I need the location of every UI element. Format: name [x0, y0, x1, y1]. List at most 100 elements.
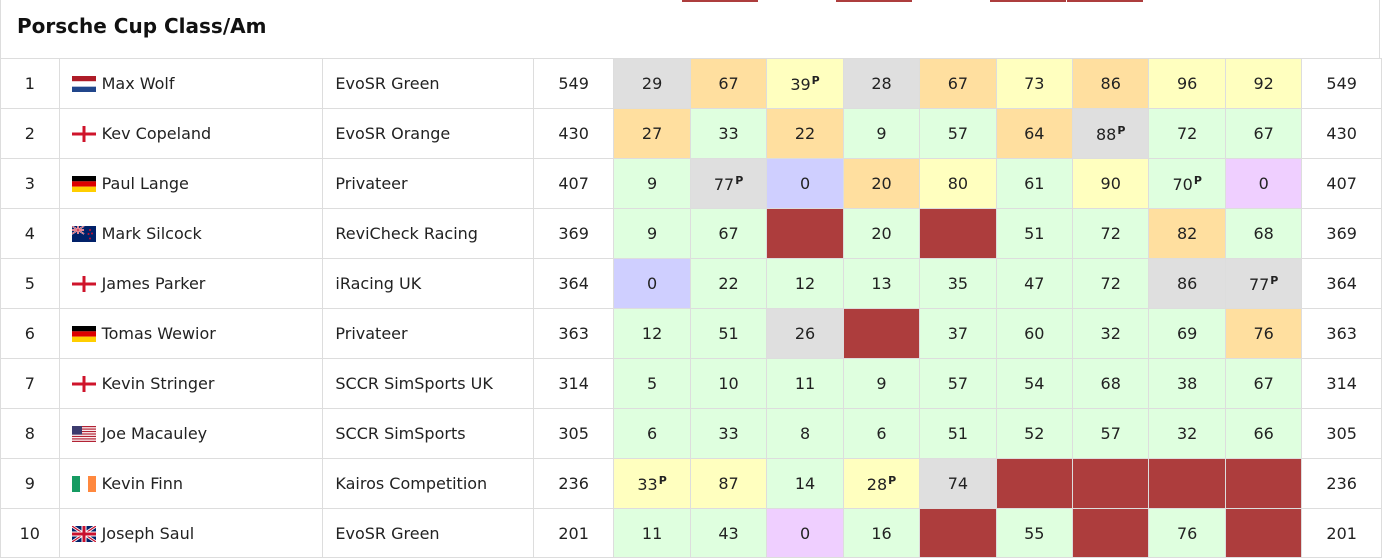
total-cell: 407 [1301, 158, 1382, 209]
race-points: 64 [1024, 124, 1045, 143]
race-result-cell: 77P [689, 158, 768, 209]
race-result-cell: 9 [613, 208, 691, 259]
race-result-cell: 39P [766, 58, 844, 109]
race-result-cell: 8 [766, 408, 844, 459]
race-result-cell: 67 [1224, 108, 1303, 159]
race-result-cell: 32 [1071, 308, 1150, 359]
race-points: 5 [647, 374, 658, 393]
race-points: 43 [718, 523, 739, 543]
position-cell: 10 [0, 508, 60, 558]
race-result-cell: 20 [842, 208, 921, 259]
race-points: 0 [799, 174, 811, 193]
race-points: 67 [718, 74, 739, 93]
race-points: 22 [718, 274, 739, 293]
race-result-cell: 51 [995, 208, 1073, 259]
germany-flag-icon [71, 176, 96, 192]
race-points: 10 [718, 374, 739, 393]
race-points: 57 [1100, 424, 1121, 443]
race-points: 12 [794, 274, 816, 293]
points-cell: 407 [532, 158, 615, 209]
race-result-cell: 86 [1071, 58, 1150, 109]
pole-marker: P [1117, 123, 1126, 137]
race-points: 11 [641, 523, 663, 543]
total-cell: 430 [1301, 108, 1382, 159]
race-result-cell: 57 [919, 108, 997, 159]
race-points: 68 [1100, 374, 1121, 393]
race-result-cell: 26 [766, 308, 844, 359]
race-result-cell: 54 [995, 358, 1073, 409]
points-cell: 201 [532, 508, 615, 558]
race-points: 8 [799, 424, 811, 443]
driver-name: Kevin Stringer [101, 374, 215, 393]
new-zealand-flag-icon [71, 225, 96, 242]
points-cell: 314 [532, 358, 615, 409]
race-points: 54 [1024, 374, 1045, 393]
race-points: 6 [876, 424, 887, 443]
uk-flag-icon [70, 524, 97, 543]
ireland-flag-icon [71, 476, 96, 492]
race-points: 87 [718, 474, 739, 493]
race-points: 86 [1100, 74, 1121, 93]
pole-marker: P [811, 73, 820, 87]
race-points: 51 [1024, 224, 1045, 243]
driver-cell: Mark Silcock [58, 208, 324, 259]
driver-cell: Kevin Stringer [58, 358, 324, 409]
race-points: 33 [718, 424, 739, 443]
race-result-cell: 64 [995, 108, 1073, 159]
driver-name: Joe Macauley [101, 424, 208, 443]
race-points: 28 [871, 74, 892, 93]
race-result-cell: 72 [1071, 258, 1150, 309]
driver-name: James Parker [101, 274, 206, 293]
race-points: 82 [1177, 224, 1198, 243]
table-row: 1 Max Wolf EvoSR Green 549 29 67 39P 28 67 73 86 96… [0, 58, 1382, 109]
race-result-cell: 67 [919, 58, 997, 109]
points-cell: 549 [532, 58, 615, 109]
total-cell: 201 [1301, 508, 1382, 558]
race-result-cell: 72 [1071, 208, 1150, 259]
race-points: 32 [1177, 424, 1198, 443]
top-strip-segment [1067, 0, 1143, 2]
standings-table: 1 Max Wolf EvoSR Green 549 29 67 39P 28 67 73 86 96… [0, 58, 1382, 558]
netherlands-flag-icon [71, 76, 96, 92]
race-result-cell: 61 [995, 158, 1073, 209]
team-cell: Privateer [322, 158, 534, 209]
standings-title-bar: Porsche Cup Class/Am [0, 0, 1380, 58]
race-points: 22 [794, 124, 816, 143]
race-points: 28 [866, 474, 888, 494]
position-cell: 6 [0, 308, 60, 359]
race-points: 60 [1024, 324, 1045, 343]
race-result-cell: 82 [1148, 208, 1226, 259]
top-strip-segment [759, 0, 835, 2]
driver-cell: Kevin Finn [58, 458, 324, 509]
top-strip-segment [682, 0, 758, 2]
race-result-cell: 67 [689, 58, 768, 109]
driver-cell: Max Wolf [58, 58, 324, 109]
race-points: 88 [1096, 124, 1117, 144]
race-result-cell: 73 [995, 58, 1073, 109]
race-result-cell [995, 458, 1073, 509]
position-cell: 9 [0, 458, 60, 509]
team-cell: ReviCheck Racing [322, 208, 534, 259]
team-cell: EvoSR Orange [322, 108, 534, 159]
pole-marker: P [1270, 273, 1279, 287]
race-points: 33 [637, 474, 658, 494]
points-cell: 364 [532, 258, 615, 309]
race-points: 80 [947, 174, 969, 193]
race-result-cell: 51 [919, 408, 997, 459]
top-strip-segment [836, 0, 912, 2]
race-result-cell [1224, 458, 1303, 509]
race-result-cell [1071, 508, 1150, 558]
race-result-cell [919, 208, 997, 259]
race-points: 76 [1253, 324, 1274, 343]
top-strip-segment [913, 0, 989, 2]
race-result-cell [919, 508, 997, 558]
pole-marker: P [658, 473, 667, 487]
driver-name: Mark Silcock [101, 224, 202, 243]
race-points: 47 [1024, 274, 1045, 293]
race-result-cell: 14 [766, 458, 844, 509]
england-flag-icon [71, 126, 96, 142]
race-points: 20 [871, 224, 892, 243]
race-result-cell: 20 [842, 158, 921, 209]
driver-name: Max Wolf [101, 74, 175, 93]
race-points: 66 [1253, 424, 1274, 443]
